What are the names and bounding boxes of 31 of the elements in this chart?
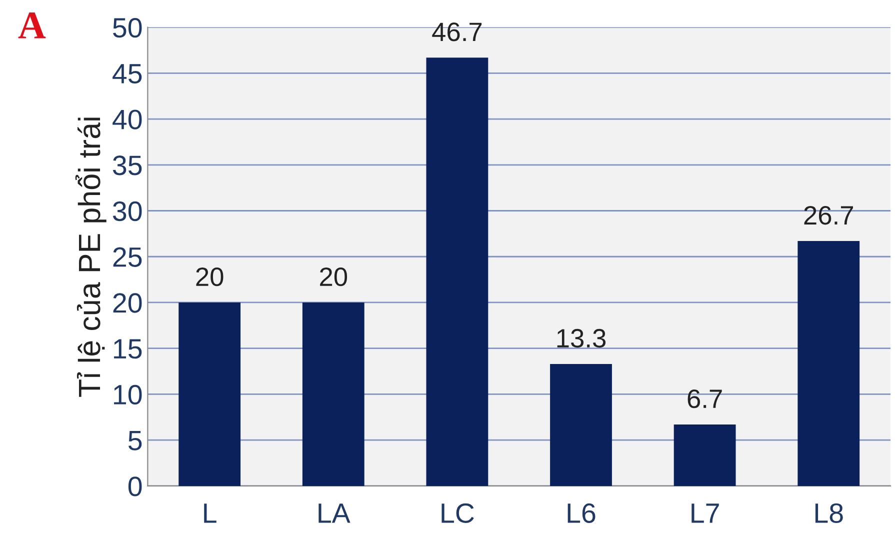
data-label: 46.7 [432, 22, 482, 42]
y-tick-label: 25 [113, 247, 142, 267]
data-label: 20 [196, 267, 224, 286]
y-tick-label: 5 [128, 431, 142, 450]
text: A [18, 12, 46, 38]
x-tick-label: L8 [815, 503, 843, 524]
x-tick-label: LA [318, 504, 350, 523]
data-label: 26.7 [804, 206, 853, 225]
bar [178, 302, 241, 486]
x-tick-label: L6 [568, 503, 596, 524]
bar [674, 424, 736, 486]
x-tick-label: L [204, 504, 216, 523]
y-tick-label: 10 [114, 384, 142, 405]
x-tick-label: L7 [692, 504, 719, 523]
bar [302, 302, 364, 486]
y-tick-label: 50 [113, 18, 142, 38]
y-tick-label: 15 [114, 339, 142, 359]
bar [550, 364, 612, 486]
y-tick-label: 35 [112, 156, 142, 176]
y-tick-label: 20 [113, 293, 142, 313]
data-label: 13.3 [557, 328, 606, 348]
data-label: 20 [320, 267, 348, 286]
x-tick-label: LC [442, 503, 474, 524]
y-tick-label: 30 [112, 201, 142, 222]
data-label: 6.7 [688, 389, 722, 408]
y-tick-label: 45 [112, 64, 142, 84]
bar [798, 241, 860, 486]
y-tick-label: 40 [112, 110, 142, 130]
bar [426, 58, 488, 486]
y-axis-title: Tỉ lệ của PE phổi trái [75, 118, 106, 397]
y-tick-label: 0 [128, 476, 142, 496]
